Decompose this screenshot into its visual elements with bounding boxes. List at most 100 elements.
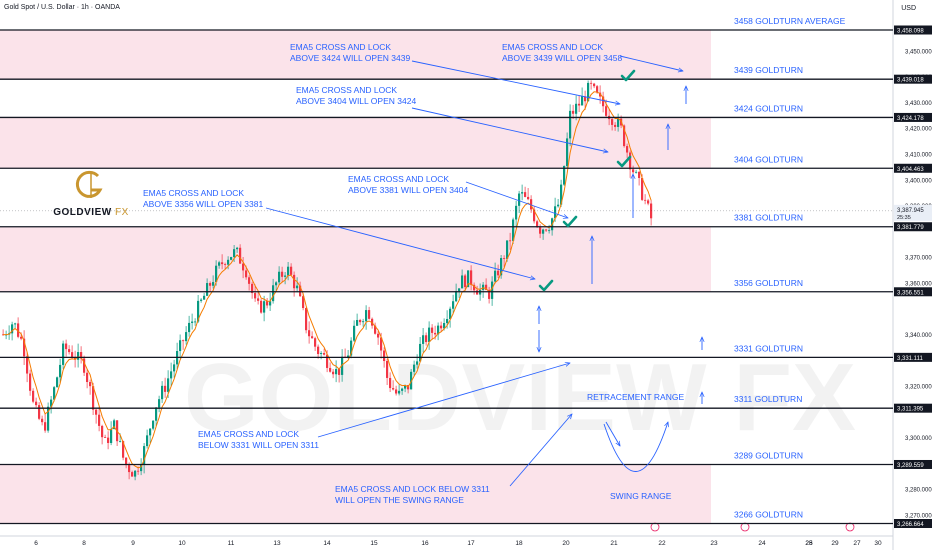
candle-body-55 bbox=[167, 378, 170, 392]
price-badge-9 bbox=[894, 519, 932, 528]
candle-body-199 bbox=[599, 92, 602, 97]
candle-body-147 bbox=[443, 323, 446, 329]
candle-body-143 bbox=[431, 327, 434, 333]
candle-body-108 bbox=[326, 354, 329, 368]
candle-body-148 bbox=[446, 319, 449, 324]
x-tick-19: 29 bbox=[831, 540, 839, 547]
candle-body-208 bbox=[626, 146, 629, 153]
x-tick-14: 23 bbox=[710, 540, 718, 547]
annotation-arrow-4 bbox=[265, 207, 535, 279]
annotation-arrow-15 bbox=[605, 421, 620, 446]
zone-2 bbox=[0, 226, 711, 292]
candle-body-136 bbox=[410, 371, 413, 390]
brand-name: GOLDVIEW FX bbox=[50, 207, 132, 218]
candle-body-93 bbox=[281, 271, 284, 277]
annotation-arrow-1 bbox=[619, 55, 683, 71]
candle-body-14 bbox=[44, 422, 47, 431]
candle-body-140 bbox=[422, 335, 425, 344]
price-badge-label-2: 3,424.178 bbox=[897, 116, 924, 122]
x-tick-8: 16 bbox=[421, 540, 429, 547]
candle-body-200 bbox=[602, 96, 605, 107]
candle-body-77 bbox=[233, 249, 236, 258]
y-tick-8: 3,360.000 bbox=[905, 281, 932, 287]
check-icon-1 bbox=[616, 155, 632, 168]
candle-body-10 bbox=[32, 390, 35, 402]
x-tick-15: 24 bbox=[758, 540, 766, 547]
candle-body-68 bbox=[206, 283, 209, 296]
x-tick-6: 14 bbox=[323, 540, 331, 547]
candle-body-203 bbox=[611, 119, 614, 125]
candle-body-165 bbox=[497, 270, 500, 276]
candle-body-18 bbox=[56, 377, 59, 388]
candle-body-91 bbox=[275, 282, 278, 286]
candle-body-145 bbox=[437, 325, 440, 335]
candle-body-121 bbox=[365, 310, 368, 322]
current-price-label: 3,387.945 bbox=[897, 208, 924, 214]
check-icon-2 bbox=[562, 215, 578, 228]
candle-body-113 bbox=[341, 356, 344, 375]
candle-body-31 bbox=[95, 409, 98, 415]
swing-range-curve bbox=[603, 422, 668, 472]
candle-body-6 bbox=[20, 336, 23, 339]
price-badge-0 bbox=[894, 25, 932, 35]
annotation-2-line-1: ABOVE 3404 WILL OPEN 3424 bbox=[296, 96, 416, 106]
annotation-arrow-5 bbox=[317, 363, 570, 438]
candle-body-173 bbox=[521, 192, 524, 194]
level-label-5: 3356 GOLDTURN bbox=[734, 278, 803, 288]
candle-body-141 bbox=[425, 335, 428, 343]
price-badge-label-3: 3,404.463 bbox=[897, 167, 924, 173]
candle-body-96 bbox=[290, 266, 293, 275]
candle-body-27 bbox=[83, 358, 86, 373]
price-badge-2 bbox=[894, 112, 932, 122]
candle-body-184 bbox=[554, 206, 557, 219]
candle-body-90 bbox=[272, 285, 275, 302]
candle-body-164 bbox=[494, 270, 497, 282]
annotation-5-line-0: EMA5 CROSS AND LOCK bbox=[198, 429, 299, 439]
annotation-6-line-1: WILL OPEN THE SWING RANGE bbox=[335, 495, 464, 505]
candle-body-64 bbox=[194, 321, 197, 323]
candle-body-66 bbox=[200, 299, 203, 301]
candle-body-79 bbox=[239, 247, 242, 264]
candle-body-209 bbox=[629, 152, 632, 170]
candle-body-192 bbox=[578, 103, 581, 106]
level-label-1: 3439 GOLDTURN bbox=[734, 65, 803, 75]
candle-body-45 bbox=[137, 470, 140, 472]
candle-body-48 bbox=[146, 435, 149, 447]
x-tick-16: 25 bbox=[805, 540, 813, 547]
candle-body-213 bbox=[641, 178, 644, 200]
candle-body-127 bbox=[383, 350, 386, 362]
candle-body-142 bbox=[428, 327, 431, 343]
price-badge-label-0: 3,458.098 bbox=[897, 29, 924, 35]
annotation-2-line-0: EMA5 CROSS AND LOCK bbox=[296, 85, 397, 95]
x-tick-13: 22 bbox=[658, 540, 666, 547]
candle-body-94 bbox=[284, 275, 287, 277]
price-badge-label-8: 3,289.559 bbox=[897, 463, 924, 469]
candle-body-3 bbox=[11, 324, 14, 334]
level-label-2: 3424 GOLDTURN bbox=[734, 103, 803, 113]
candle-body-16 bbox=[50, 399, 53, 407]
candle-body-26 bbox=[80, 352, 83, 359]
candle-body-186 bbox=[560, 184, 563, 205]
candle-body-174 bbox=[524, 192, 527, 197]
candle-body-176 bbox=[530, 199, 533, 210]
candle-body-53 bbox=[161, 385, 164, 400]
candle-body-189 bbox=[569, 110, 572, 139]
y-tick-0: 3,450.000 bbox=[905, 49, 932, 55]
candle-body-154 bbox=[464, 275, 467, 288]
candle-body-88 bbox=[266, 301, 269, 306]
candle-body-215 bbox=[647, 200, 650, 204]
candle-body-19 bbox=[59, 364, 62, 378]
candle-body-163 bbox=[491, 281, 494, 299]
candle-body-185 bbox=[557, 204, 560, 207]
candle-body-111 bbox=[335, 369, 338, 375]
y-tick-5: 3,400.000 bbox=[905, 178, 932, 184]
x-tick-10: 18 bbox=[515, 540, 523, 547]
level-label-7: 3311 GOLDTURN bbox=[734, 394, 802, 404]
candle-body-70 bbox=[212, 282, 215, 286]
candle-body-37 bbox=[113, 420, 116, 430]
candle-body-194 bbox=[584, 96, 587, 102]
annotation-8-line-0: SWING RANGE bbox=[610, 491, 672, 501]
brand-logo: GOLDVIEW FX bbox=[50, 168, 132, 224]
candle-body-25 bbox=[77, 352, 80, 360]
